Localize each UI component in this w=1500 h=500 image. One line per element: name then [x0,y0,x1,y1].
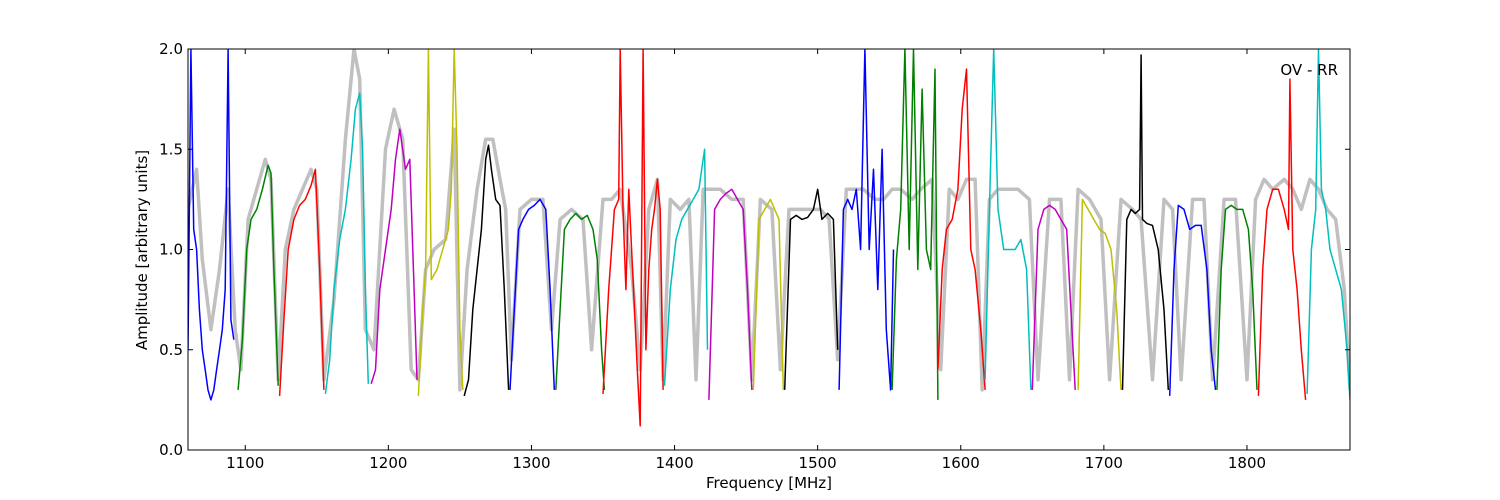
y-axis-label: Amplitude [arbitrary units] [133,150,151,350]
series-line-5 [370,128,418,385]
series-line-24 [1257,78,1307,400]
x-tick-label: 1400 [655,454,693,472]
series-line-6 [417,49,464,396]
series-line-20 [1077,198,1122,390]
series-line-10 [602,49,664,427]
x-tick-label: 1500 [799,454,837,472]
series-line-18 [984,49,1032,390]
series-line-14 [783,188,839,390]
x-tick-label: 1600 [942,454,980,472]
series-line-3 [278,168,325,396]
series-line-19 [1031,204,1076,390]
x-tick-label: 1100 [226,454,264,472]
series-line-17 [937,68,986,390]
series-line-22 [1168,204,1217,396]
series-line-16 [891,49,939,400]
series-line-25 [1306,49,1350,400]
y-axis: 0.0 0.5 1.0 1.5 2.0 [159,40,1350,459]
x-tick-label: 1700 [1085,454,1123,472]
y-tick-label: 2.0 [159,40,183,58]
series-layer [188,49,1350,427]
y-tick-label: 0.5 [159,341,183,359]
series-line-12 [708,188,753,400]
annotation-label: OV - RR [1280,61,1338,79]
y-tick-label: 1.0 [159,241,183,259]
series-line-23 [1216,204,1258,390]
series-line-7 [463,144,510,397]
x-tick-label: 1800 [1228,454,1266,472]
series-line-13 [752,198,785,390]
background-series-layer [188,49,1350,392]
background-series-line [188,49,1350,392]
y-tick-label: 1.5 [159,140,183,158]
series-line-4 [324,92,370,394]
x-tick-label: 1200 [369,454,407,472]
series-line-15 [838,49,895,391]
series-line-21 [1121,54,1170,390]
x-axis-label: Frequency [MHz] [706,474,832,492]
series-line-8 [509,198,556,390]
y-tick-label: 0.0 [159,441,183,459]
x-tick-label: 1300 [512,454,550,472]
series-line-1 [188,49,235,401]
series-line-2 [237,164,279,390]
x-axis: 1100 1200 1300 1400 1500 1600 1700 1800 [226,49,1266,472]
series-line-11 [663,148,709,386]
series-line-9 [555,212,606,390]
